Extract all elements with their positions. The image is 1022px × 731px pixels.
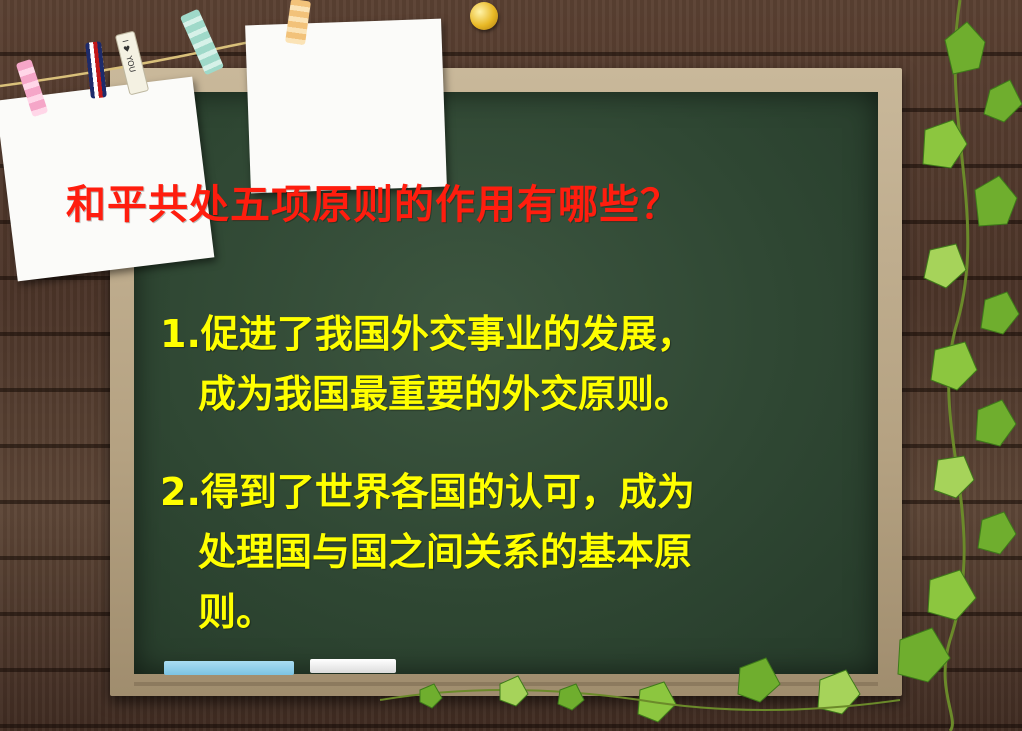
point-2: 2.得到了世界各国的认可，成为 处理国与国之间关系的基本原 则。 — [160, 462, 695, 642]
point-1: 1.促进了我国外交事业的发展， 成为我国最重要的外交原则。 — [160, 304, 695, 424]
slide-title: 和平共处五项原则的作用有哪些？ — [66, 182, 681, 228]
point-1-line-2: 成为我国最重要的外交原则。 — [198, 372, 693, 416]
point-1-line-1: 1.促进了我国外交事业的发展， — [160, 312, 695, 356]
pushpin-icon — [470, 2, 498, 30]
white-chalk — [310, 659, 396, 673]
point-2-line-3: 则。 — [198, 590, 275, 634]
point-2-line-1: 2.得到了世界各国的认可，成为 — [160, 470, 695, 514]
blue-chalk — [164, 661, 294, 675]
point-2-line-2: 处理国与国之间关系的基本原 — [198, 530, 693, 574]
